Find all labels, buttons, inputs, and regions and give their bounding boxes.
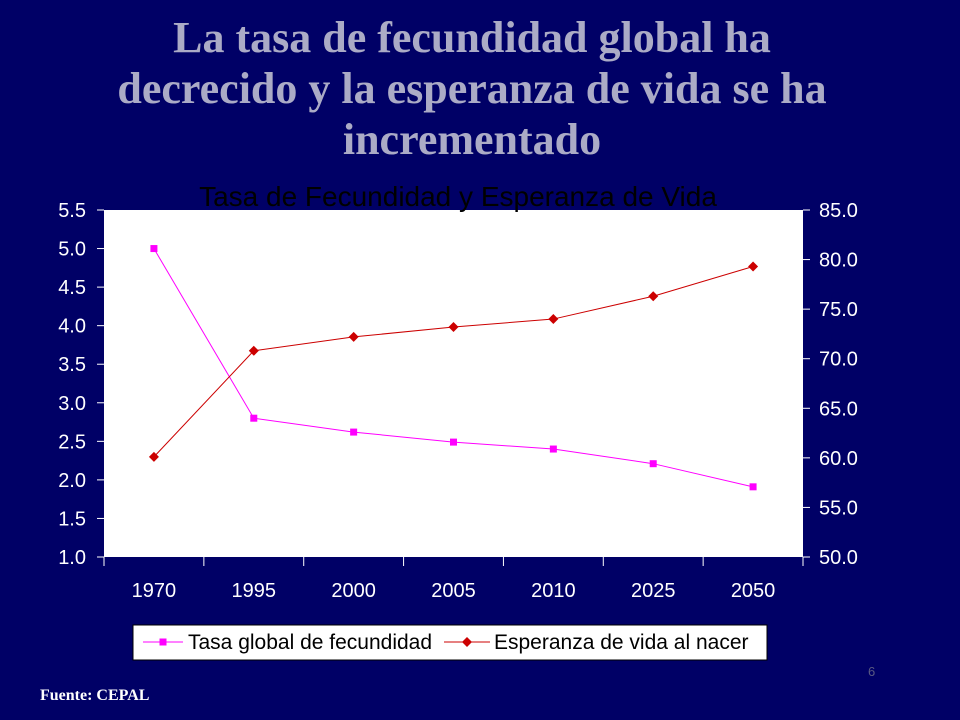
fertility-point <box>250 414 258 422</box>
life-expectancy-point <box>548 314 559 325</box>
x-tick-label: 2005 <box>431 580 476 602</box>
x-tick-label: 2050 <box>731 580 776 602</box>
series-layer <box>148 245 759 491</box>
slide-title: La tasa de fecundidad global ha decrecid… <box>0 12 944 165</box>
legend-square-marker <box>159 638 167 646</box>
x-tick-label: 2010 <box>531 580 576 602</box>
y-left-tick-label: 2.0 <box>58 470 86 492</box>
slide-title-line: La tasa de fecundidad global ha <box>173 13 771 62</box>
x-tick-label: 1970 <box>132 580 177 602</box>
y-right-tick-label: 85.0 <box>819 200 858 222</box>
fertility-point <box>150 245 158 253</box>
x-tick-label: 2025 <box>631 580 676 602</box>
y-left-tick-label: 3.5 <box>58 354 86 376</box>
y-left-tick-label: 2.5 <box>58 431 86 453</box>
life-expectancy-point <box>448 321 459 332</box>
y-right-tick-label: 55.0 <box>819 497 858 519</box>
y-left-tick-label: 5.5 <box>58 200 86 222</box>
y-left-tick-label: 4.0 <box>58 316 86 338</box>
legend-diamond-marker <box>462 637 472 647</box>
y-right-tick-label: 80.0 <box>819 250 858 272</box>
page-number: 6 <box>868 664 876 679</box>
chart-title: Tasa de Fecundidad y Esperanza de Vida <box>199 181 717 212</box>
source-note: Fuente: CEPAL <box>40 687 150 704</box>
y-left-tick-label: 1.5 <box>58 508 86 530</box>
life-expectancy-point <box>148 451 159 462</box>
fertility-point <box>549 445 557 453</box>
y-left-tick-label: 1.0 <box>58 547 86 569</box>
life-expectancy-point <box>648 291 659 302</box>
fertility-point <box>350 428 358 436</box>
y-left-tick-label: 5.0 <box>58 239 86 261</box>
legend-label-fertility: Tasa global de fecundidad <box>188 631 432 654</box>
y-right-tick-label: 75.0 <box>819 299 858 321</box>
legend-item-fertility: Tasa global de fecundidad <box>143 631 432 654</box>
y-right-tick-label: 50.0 <box>819 547 858 569</box>
legend-label-life-expectancy: Esperanza de vida al nacer <box>494 631 749 654</box>
plot-area <box>104 210 803 557</box>
y-right-tick-label: 60.0 <box>819 448 858 470</box>
y-left-tick-label: 4.5 <box>58 277 86 299</box>
y-right-tick-label: 65.0 <box>819 398 858 420</box>
y-left-tick-label: 3.0 <box>58 393 86 415</box>
fertility-point <box>649 460 657 468</box>
legend-item-life-expectancy: Esperanza de vida al nacer <box>444 631 749 654</box>
life-expectancy-point <box>248 345 259 356</box>
fertility-point <box>450 438 457 446</box>
x-tick-label: 1995 <box>232 580 277 602</box>
legend: Tasa global de fecundidad Esperanza de v… <box>132 624 768 661</box>
fertility-point <box>749 483 757 491</box>
axes: 1.0 1.5 2.0 2.5 3.0 3.5 4.0 4.5 5.0 5.5 50.0 55.0 60… <box>58 200 858 602</box>
slide-title-line: decrecido y la esperanza de vida se ha <box>117 64 827 113</box>
y-right-tick-label: 70.0 <box>819 349 858 371</box>
x-tick-label: 2000 <box>331 580 376 602</box>
slide-title-line: incrementado <box>342 115 602 164</box>
life-expectancy-point <box>348 331 359 342</box>
life-expectancy-point <box>748 261 759 272</box>
